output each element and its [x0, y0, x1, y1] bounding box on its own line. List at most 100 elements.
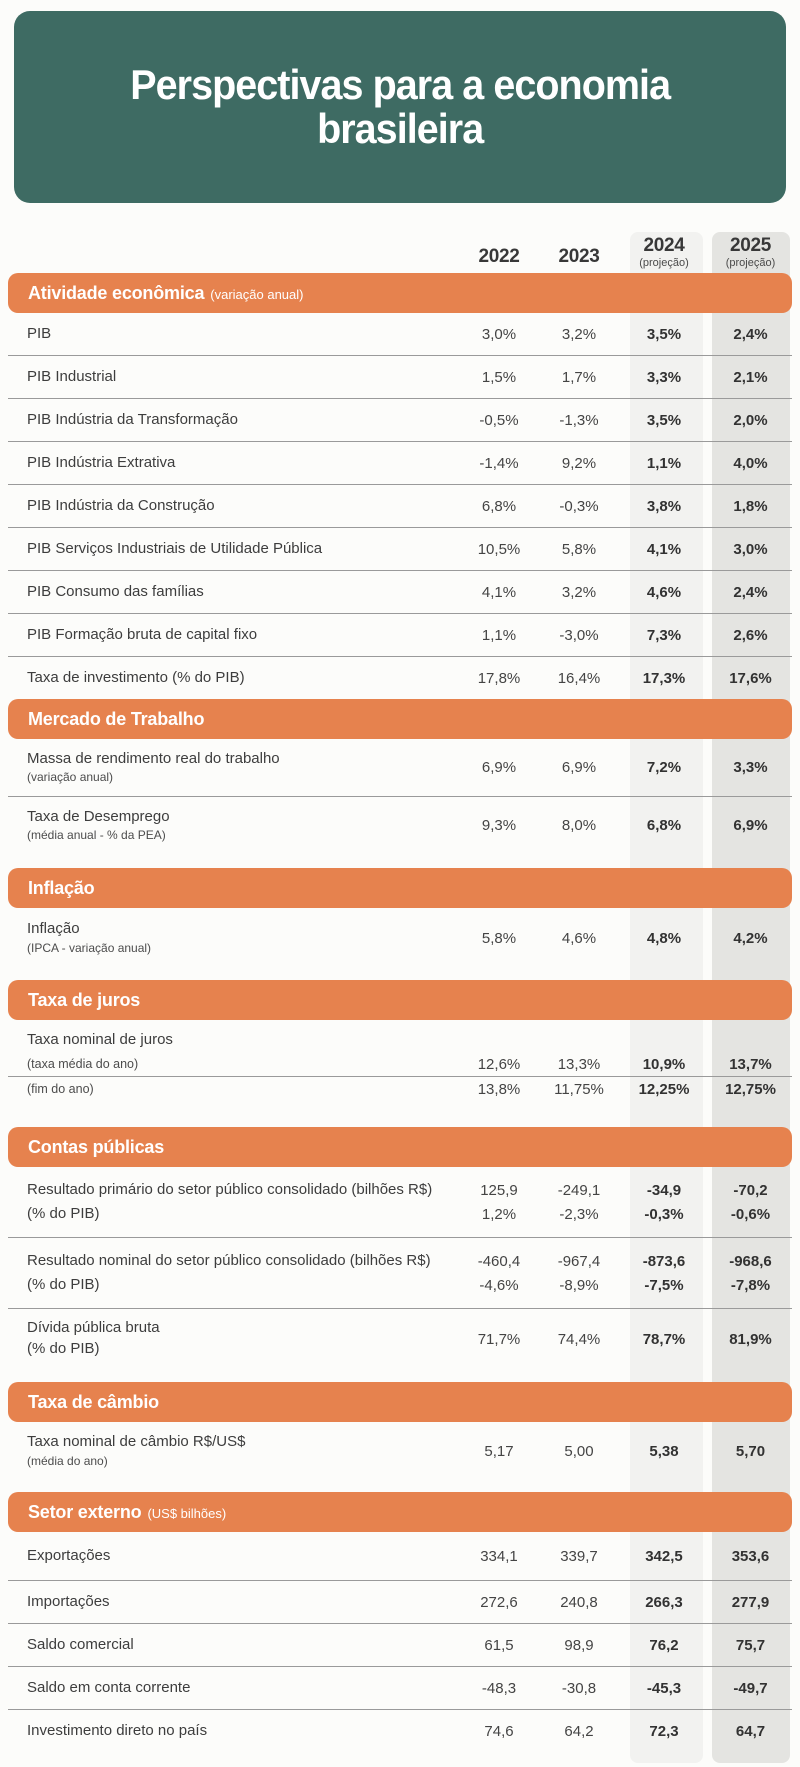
section-header-atividade-economica: Atividade econômica (variação anual) — [8, 273, 792, 313]
value-2022: 1,5% — [481, 368, 517, 386]
row-label: (taxa média do ano) — [27, 1057, 139, 1071]
section-header-inflacao: Inflação — [8, 868, 792, 908]
table-group-label-row: Taxa nominal de juros — [8, 1020, 792, 1052]
value-2023: -2,3% — [559, 1205, 599, 1223]
value-2022: 6,9% — [481, 759, 517, 776]
row-label: PIB Industrial — [27, 367, 117, 385]
value-2025: 4,2% — [733, 929, 768, 947]
value-2025: 6,9% — [733, 817, 768, 834]
table-row: Dívida pública bruta (% do PIB) 71,7% 74,4%… — [8, 1309, 792, 1369]
value-2023: 1,7% — [561, 368, 597, 386]
section-title: Setor externo — [28, 1501, 142, 1522]
value-2025: -968,6 — [729, 1252, 772, 1270]
value-2023: 339,7 — [560, 1547, 598, 1565]
value-2024: 342,5 — [645, 1547, 683, 1565]
page-title: Perspectivas para a economia brasileira — [130, 60, 671, 152]
section-title: Taxa de câmbio — [28, 1391, 159, 1412]
table-row: Importações 272,6 240,8 266,3 277,9 — [8, 1581, 792, 1624]
row-label: Exportações — [27, 1546, 111, 1564]
value-2024: 7,3% — [646, 626, 682, 644]
value-2022: 334,1 — [480, 1547, 518, 1565]
value-2022: 5,17 — [484, 1442, 514, 1460]
value-2022: 272,6 — [480, 1593, 518, 1611]
row-sublabel: (variação anual) — [27, 770, 114, 785]
value-2022: 9,3% — [481, 817, 517, 834]
value-2023: 11,75% — [554, 1080, 604, 1098]
row-label: Saldo em conta corrente — [27, 1678, 191, 1696]
value-2024: 76,2 — [649, 1636, 679, 1654]
value-2022: 61,5 — [484, 1636, 514, 1654]
value-2023: 3,2% — [561, 583, 597, 601]
table-row: Massa de rendimento real do trabalho (var… — [8, 739, 792, 797]
row-label: PIB Indústria Extrativa — [27, 453, 176, 471]
value-2023: 8,0% — [561, 817, 597, 834]
value-2023: -30,8 — [561, 1679, 597, 1697]
value-2025: 12,75% — [725, 1080, 776, 1098]
table-row: Taxa de Desemprego (média anual - % da PE… — [8, 797, 792, 854]
value-2025: 353,6 — [731, 1547, 770, 1565]
value-2025: 5,70 — [735, 1442, 766, 1460]
value-2025: -49,7 — [733, 1679, 768, 1697]
value-2022: 3,0% — [481, 325, 517, 343]
table-row: Taxa nominal de câmbio R$/US$ (média do a… — [8, 1422, 792, 1480]
row-label: PIB Indústria da Construção — [27, 496, 215, 514]
value-2023: 98,9 — [564, 1636, 594, 1654]
value-2022: 1,1% — [481, 626, 517, 644]
col-header-2024: 2024 (projeção) — [639, 235, 689, 269]
section-title: Taxa de juros — [28, 989, 141, 1010]
value-2022: -48,3 — [481, 1679, 517, 1697]
value-2024: 4,6% — [646, 583, 682, 601]
value-2022: 6,8% — [481, 497, 517, 515]
section-title: Atividade econômica — [28, 282, 205, 303]
section-title: Mercado de Trabalho — [28, 708, 205, 729]
value-2025: 64,7 — [735, 1722, 766, 1740]
value-2023: 5,8% — [561, 540, 597, 558]
value-2025: 3,3% — [733, 759, 768, 776]
value-2024: 10,9% — [642, 1055, 686, 1073]
value-2024: 3,3% — [646, 368, 682, 386]
table-row-group: Resultado primário do setor público cons… — [8, 1167, 792, 1238]
table-row: PIB 3,0% 3,2% 3,5% 2,4% — [8, 313, 792, 356]
row-label: Investimento direto no país — [27, 1721, 208, 1739]
value-2024: 3,5% — [646, 325, 682, 343]
value-2024: 78,7% — [642, 1330, 686, 1348]
row-label: Resultado nominal do setor público conso… — [27, 1251, 431, 1269]
value-2022: 13,8% — [477, 1080, 521, 1098]
value-2025: 13,7% — [729, 1055, 772, 1073]
row-label: PIB Indústria da Transformação — [27, 410, 238, 428]
row-sublabel: (média anual - % da PEA) — [27, 828, 166, 843]
value-2023: 16,4% — [557, 669, 601, 687]
section-header-taxa-de-juros: Taxa de juros — [8, 980, 792, 1020]
value-2022: 1,2% — [481, 1205, 517, 1223]
value-2024: 12,25% — [638, 1080, 690, 1098]
col-header-2022: 2022 — [478, 246, 520, 267]
value-2022: 4,1% — [481, 583, 517, 601]
value-2023: 240,8 — [560, 1593, 598, 1611]
table-row: (% do PIB) 1,2% -2,3% -0,3% -0,6% — [8, 1202, 792, 1226]
value-2023: -967,4 — [557, 1252, 601, 1270]
table-row: Exportações 334,1 339,7 342,5 353,6 — [8, 1532, 792, 1581]
value-2025: 3,0% — [733, 540, 768, 558]
row-label: (% do PIB) — [27, 1275, 100, 1293]
group-label: Taxa nominal de juros — [27, 1031, 173, 1049]
row-label: Taxa de investimento (% do PIB) — [27, 668, 245, 686]
table-row: Saldo em conta corrente -48,3 -30,8 -45,3 -4… — [8, 1667, 792, 1710]
table-row: Inflação (IPCA - variação anual) 5,8% 4,6% 4… — [8, 908, 792, 968]
section-subtitle: (US$ bilhões) — [147, 1505, 227, 1521]
value-2024: 7,2% — [646, 759, 682, 776]
row-label: Inflação (IPCA - variação anual) — [8, 920, 459, 956]
value-2023: 64,2 — [564, 1722, 594, 1740]
section-header-setor-externo: Setor externo (US$ bilhões) — [8, 1492, 792, 1532]
value-2023: -249,1 — [557, 1181, 601, 1199]
value-2024: 5,38 — [649, 1442, 679, 1460]
value-2025: 2,4% — [733, 325, 768, 343]
value-2022: 71,7% — [477, 1330, 521, 1348]
value-2025: 4,0% — [733, 454, 768, 472]
value-2023: 6,9% — [561, 759, 597, 776]
value-2024: -873,6 — [642, 1252, 686, 1270]
table-row: Taxa de investimento (% do PIB) 17,8% 16,4… — [8, 657, 792, 699]
value-2025: 2,0% — [733, 411, 768, 429]
value-2022: 125,9 — [480, 1181, 518, 1199]
col-header-2023: 2023 — [558, 246, 600, 267]
value-2022: 12,6% — [477, 1055, 521, 1073]
